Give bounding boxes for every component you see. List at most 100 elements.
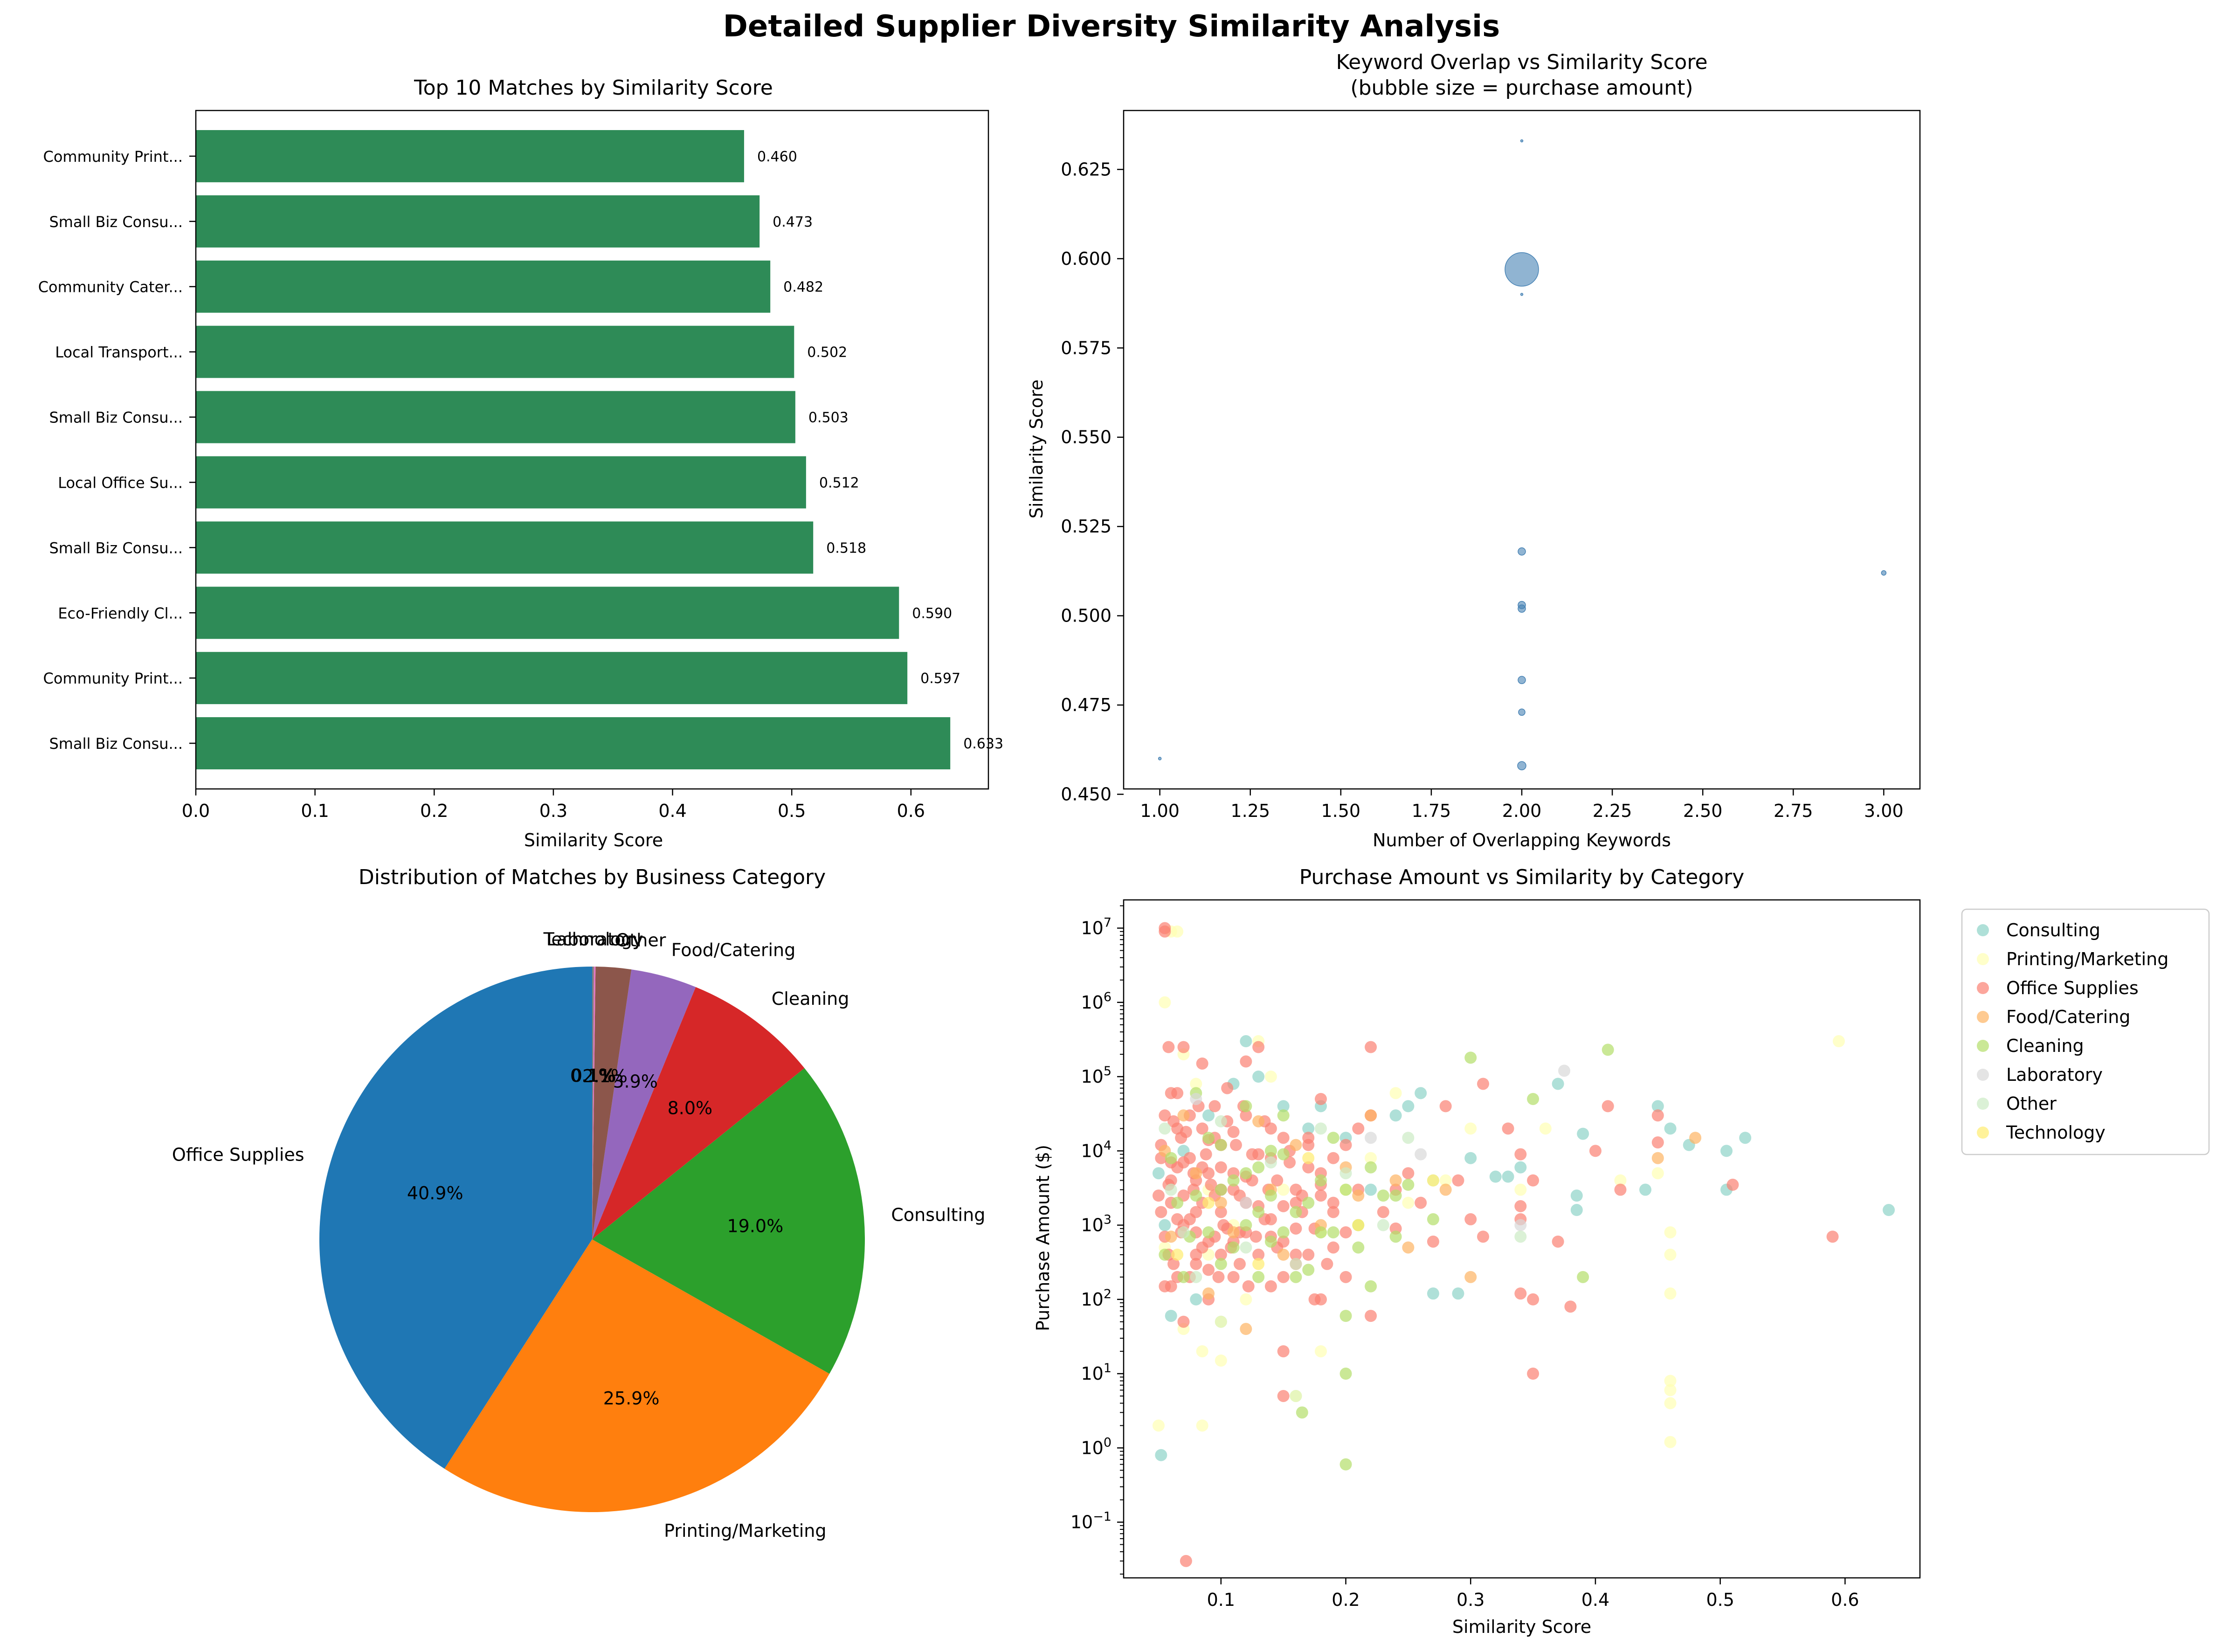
x-tick-label: 0.2 [420, 801, 448, 821]
scatter-point [1327, 1132, 1339, 1144]
legend-label: Office Supplies [2006, 978, 2139, 998]
scatter-point [1570, 1189, 1583, 1202]
scatter-point [1427, 1287, 1439, 1300]
legend-marker [1977, 982, 1989, 994]
scatter-point [1352, 1241, 1365, 1254]
pie-category-label: Technology [543, 929, 643, 950]
bubble-chart-frame [1123, 110, 1921, 790]
legend-marker [1977, 1011, 1989, 1023]
scatter-point [1277, 1345, 1290, 1358]
bar-value-label: 0.503 [808, 410, 849, 426]
scatter-point [1190, 1258, 1202, 1270]
scatter-point [1389, 1189, 1402, 1202]
pie-category-label: Other [615, 930, 666, 950]
scatter-point [1240, 1100, 1252, 1113]
x-tick-label: 0.3 [1457, 1590, 1484, 1610]
y-tick-label: Small Biz Consu... [49, 735, 183, 753]
scatter-point [1427, 1213, 1439, 1225]
scatter-point [1290, 1389, 1302, 1402]
scatter-point [1389, 1087, 1402, 1099]
scatter-point [1302, 1161, 1315, 1174]
y-tick-mantissa: 10 [1081, 1363, 1103, 1384]
scatter-point [1527, 1368, 1540, 1380]
bar-chart-title: Top 10 Matches by Similarity Score [414, 76, 773, 100]
scatter-point [1167, 1115, 1180, 1127]
scatter-point [1302, 1139, 1315, 1151]
x-tick-label: 0.5 [778, 801, 806, 821]
scatter-point [1252, 1271, 1265, 1283]
scatter-point [1365, 1280, 1377, 1293]
scatter-point [1339, 1139, 1352, 1151]
scatter-point [1215, 1115, 1227, 1127]
legend-marker [1977, 1069, 1989, 1081]
scatter-point [1202, 1287, 1215, 1300]
scatter-point [1314, 1122, 1327, 1135]
bar [196, 521, 814, 574]
pie-slice [592, 967, 632, 1239]
scatter-point [1502, 1122, 1514, 1135]
legend-marker [1977, 1040, 1989, 1052]
scatter-point [1308, 1293, 1321, 1306]
scatter-point [1296, 1406, 1308, 1419]
bar-chart-marks: 0.633 0.597 0.590 0.518 0.512 0.503 0.502 0.482… [196, 130, 1003, 770]
scatter-point [1327, 1152, 1339, 1164]
legend-marker [1977, 924, 1989, 936]
pie-slice [592, 1068, 865, 1374]
scatter-point [1159, 1248, 1171, 1261]
bar [196, 260, 771, 313]
y-tick-label: 101 [1081, 1361, 1112, 1384]
scatter-point [1277, 1200, 1290, 1212]
bar [196, 130, 744, 182]
scatter-point [1264, 1145, 1277, 1157]
legend-label: Printing/Marketing [2006, 949, 2168, 969]
scatter-point [1339, 1368, 1352, 1380]
scatter-point [1402, 1241, 1415, 1254]
scatter-point [1664, 1226, 1677, 1238]
bar-value-label: 0.502 [807, 345, 847, 361]
bar-value-label: 0.590 [912, 605, 952, 622]
figure-title: Detailed Supplier Diversity Similarity A… [723, 9, 1500, 44]
bubble-point [1881, 570, 1887, 576]
scatter-chart-axes: 0.1 0.2 0.3 0.4 0.5 0.610−1100101102103104105… [1070, 899, 1921, 1610]
scatter-point [1252, 1071, 1265, 1083]
scatter-point [1452, 1174, 1464, 1187]
scatter-point [1196, 1122, 1208, 1135]
scatter-point [1277, 1183, 1290, 1196]
scatter-point [1202, 1264, 1215, 1276]
scatter-point [1415, 1196, 1427, 1209]
scatter-point [1159, 1219, 1171, 1231]
bar-value-label: 0.633 [963, 736, 1003, 752]
x-tick-label: 1.25 [1230, 801, 1270, 821]
scatter-point [1314, 1174, 1327, 1187]
y-tick-label: Small Biz Consu... [49, 409, 183, 427]
y-tick-label: 102 [1081, 1287, 1112, 1310]
scatter-point [1365, 1109, 1377, 1122]
bar [196, 325, 794, 378]
scatter-point [1200, 1148, 1212, 1161]
scatter-point [1277, 1226, 1290, 1238]
scatter-point [1389, 1109, 1402, 1122]
scatter-point [1651, 1100, 1664, 1113]
legend-label: Consulting [2006, 920, 2100, 940]
scatter-point [1250, 1230, 1262, 1243]
scatter-chart-marks [1152, 922, 1895, 1567]
scatter-point [1196, 1057, 1208, 1070]
scatter-point [1215, 1161, 1227, 1174]
y-tick-label: 105 [1081, 1064, 1112, 1087]
scatter-point [1464, 1051, 1477, 1064]
scatter-point [1302, 1152, 1315, 1164]
y-tick-mantissa: 10 [1070, 1512, 1093, 1533]
legend-label: Food/Catering [2006, 1007, 2130, 1027]
scatter-point [1252, 1115, 1265, 1127]
scatter-point [1402, 1132, 1415, 1144]
scatter-point [1664, 1384, 1677, 1396]
scatter-point [1339, 1226, 1352, 1238]
y-tick-label: 0.500 [1061, 606, 1112, 626]
y-tick-mantissa: 10 [1081, 1066, 1103, 1087]
scatter-point [1339, 1310, 1352, 1322]
legend-marker [1977, 953, 1989, 965]
scatter-point [1264, 1071, 1277, 1083]
scatter-point [1165, 1152, 1177, 1164]
scatter-point [1415, 1087, 1427, 1099]
